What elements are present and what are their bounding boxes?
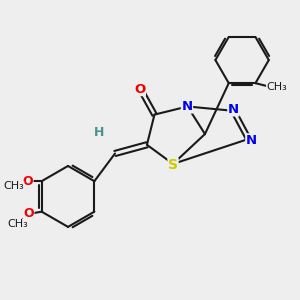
- Text: CH₃: CH₃: [7, 219, 28, 229]
- Text: O: O: [134, 82, 145, 96]
- Text: N: N: [246, 134, 257, 147]
- Text: N: N: [228, 103, 239, 116]
- Text: O: O: [22, 175, 33, 188]
- Text: CH₃: CH₃: [266, 82, 287, 92]
- Text: N: N: [182, 100, 193, 113]
- Text: O: O: [23, 208, 34, 220]
- Text: S: S: [168, 158, 178, 172]
- Text: H: H: [94, 125, 104, 139]
- Text: CH₃: CH₃: [3, 182, 24, 191]
